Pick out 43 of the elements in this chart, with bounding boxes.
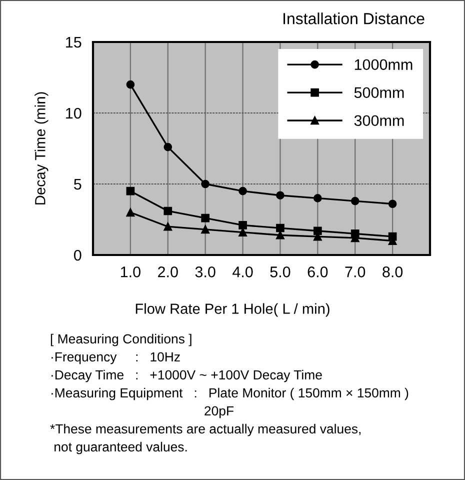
point xyxy=(164,222,172,231)
point xyxy=(276,224,284,232)
point xyxy=(238,186,247,196)
legend-label: 300mm xyxy=(354,115,404,126)
point xyxy=(201,180,210,188)
point xyxy=(276,191,284,200)
point xyxy=(238,221,247,230)
x-tick-label: 7.0 xyxy=(345,266,366,278)
y-tick-label: 0 xyxy=(74,250,82,261)
x-tick-label: 3.0 xyxy=(195,266,216,278)
y-tick-label: 15 xyxy=(66,37,82,48)
chart-title: Installation Distance xyxy=(284,12,424,24)
x-axis-title: Flow Rate Per 1 Hole( L / min) xyxy=(136,303,330,317)
point xyxy=(201,225,210,234)
text: [ Measuring Conditions ] xyxy=(50,334,192,346)
point xyxy=(238,228,247,236)
x-tick-label: 6.0 xyxy=(308,266,328,278)
point xyxy=(126,80,135,89)
legend-label: 1000mm xyxy=(354,59,412,70)
text: ·Frequency : 10Hz xyxy=(52,352,180,364)
x-tick-label: 4.0 xyxy=(232,266,253,278)
legend-label: 500mm xyxy=(354,87,404,98)
point xyxy=(126,186,135,196)
point xyxy=(201,214,210,222)
text: 20pF xyxy=(204,406,234,418)
point xyxy=(164,142,172,152)
text: ·Decay Time : +1000V ~ +100V Decay Time xyxy=(52,370,322,382)
x-tick-label: 8.0 xyxy=(382,266,403,278)
y-tick-label: 10 xyxy=(66,108,82,119)
point xyxy=(126,208,135,217)
y-axis-title: Decay Time (min) xyxy=(34,92,48,204)
text: not guaranteed values. xyxy=(54,442,187,454)
text: *These measurements are actually measured values, xyxy=(50,424,360,436)
x-tick-label: 5.0 xyxy=(270,266,290,278)
point xyxy=(164,206,172,216)
x-tick-label: 2.0 xyxy=(158,266,178,278)
x-tick-label: 1.0 xyxy=(120,266,140,278)
point xyxy=(350,196,360,206)
text: ·Measuring Equipment : Plate Monitor ( 150mm × 150mm ) xyxy=(52,388,408,400)
point xyxy=(388,200,397,208)
point xyxy=(314,226,322,236)
point xyxy=(314,194,322,202)
y-tick-label: 5 xyxy=(74,179,82,190)
